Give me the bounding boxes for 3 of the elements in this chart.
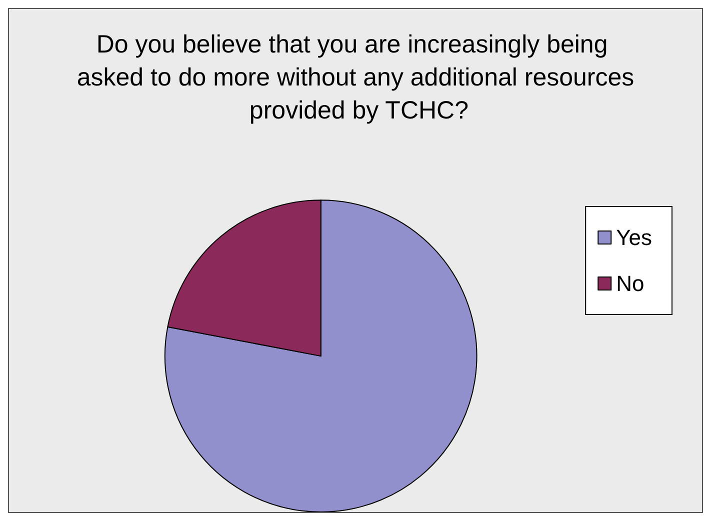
legend-label: No: [616, 271, 644, 296]
legend-label: Yes: [616, 225, 652, 250]
chart-title: Do you believe that you are increasingly being asked to do more without any additional resources provided by TCHC?: [76, 30, 634, 124]
